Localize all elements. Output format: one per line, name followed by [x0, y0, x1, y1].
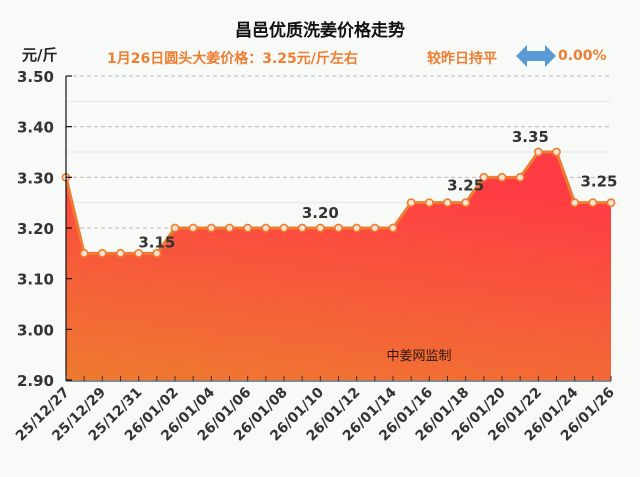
data-point [606, 198, 616, 208]
y-tick-label: 3.00 [17, 321, 54, 339]
y-tick-label: 3.50 [17, 68, 54, 86]
data-point [388, 223, 398, 233]
y-tick-label: 3.30 [17, 169, 54, 187]
y-tick-label: 2.90 [17, 372, 54, 390]
data-point [352, 223, 362, 233]
data-label: 3.25 [580, 173, 617, 191]
data-point [116, 248, 125, 258]
data-point [315, 223, 325, 233]
data-point [225, 223, 234, 233]
data-point [515, 172, 525, 182]
compare-text: 较昨日持平 [427, 51, 497, 67]
data-point [533, 147, 543, 157]
watermark-text: 中姜网监制 [386, 349, 451, 364]
data-label: 3.20 [302, 204, 339, 222]
data-point [206, 223, 216, 233]
y-tick-label: 3.40 [17, 119, 54, 137]
data-point [243, 223, 253, 233]
y-tick-label: 3.20 [17, 220, 54, 238]
data-point [443, 198, 452, 208]
data-point [334, 223, 343, 233]
data-point [152, 248, 162, 258]
data-point [297, 223, 307, 233]
data-label: 3.35 [512, 128, 549, 146]
data-point [261, 223, 271, 233]
y-axis-unit: 元/斤 [22, 46, 58, 64]
data-point [552, 147, 561, 157]
price-summary: 1月26日圆头大姜价格：3.25元/斤左右 [107, 51, 358, 67]
price-area [66, 152, 611, 380]
data-point [424, 198, 434, 208]
data-point [370, 223, 380, 233]
y-tick-label: 3.10 [17, 271, 54, 289]
data-point [461, 198, 471, 208]
data-point [97, 248, 107, 258]
double-arrow-icon [516, 45, 556, 67]
data-point [588, 198, 598, 208]
data-point [479, 172, 489, 182]
data-point [406, 198, 416, 208]
data-point [170, 223, 180, 233]
data-point [188, 223, 198, 233]
data-point [497, 172, 507, 182]
chart-title: 昌邑优质洗姜价格走势 [235, 21, 405, 41]
data-point [79, 248, 89, 258]
data-point [279, 223, 289, 233]
change-percent: 0.00% [558, 48, 607, 64]
data-point [570, 198, 580, 208]
data-label: 3.15 [138, 233, 175, 251]
data-label: 3.25 [447, 177, 484, 195]
data-point [134, 248, 144, 258]
